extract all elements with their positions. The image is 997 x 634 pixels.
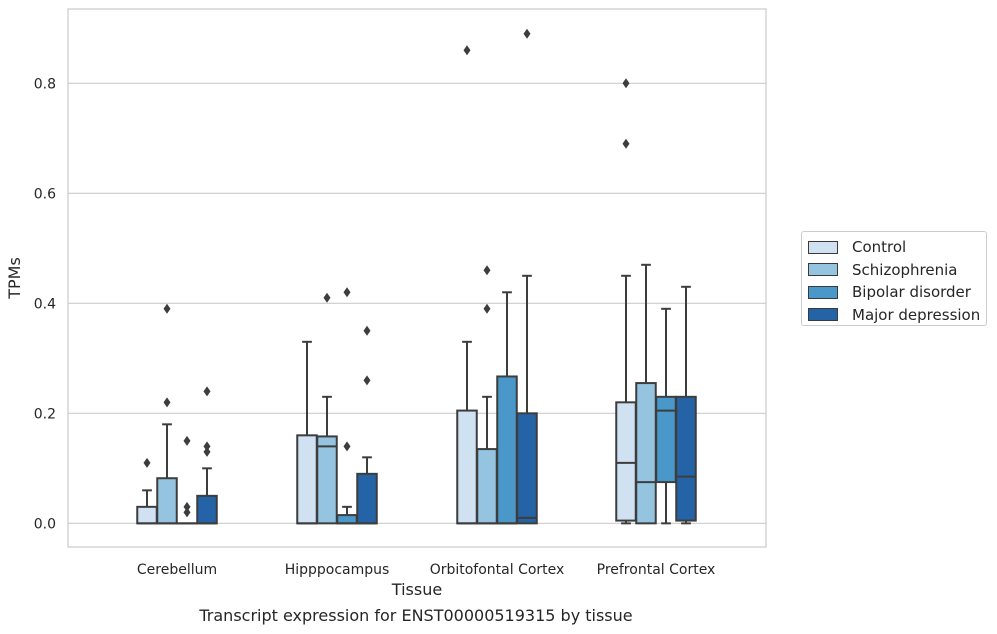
outlier-point	[203, 446, 211, 457]
legend-label-major-depression: Major depression	[852, 305, 981, 324]
box-hipppocampus-control	[296, 340, 318, 525]
legend-item-schizophrenia: Schizophrenia	[808, 259, 986, 282]
box	[615, 401, 637, 522]
legend-swatch-major-depression	[808, 308, 838, 322]
box-prefrontal-cortex-schizophrenia	[635, 263, 657, 525]
outlier-point	[323, 292, 331, 303]
outlier-point	[483, 303, 491, 314]
box	[675, 395, 697, 522]
box-orbitofontal-cortex-major-depression	[516, 28, 538, 525]
x-tick-labels: Cerebellum Hipppocampus Orbitofontal Corte…	[137, 562, 715, 578]
box-prefrontal-cortex-control	[615, 78, 637, 525]
box-orbitofontal-cortex-schizophrenia	[476, 265, 498, 525]
chart-caption: Transcript expression for ENST0000051931…	[199, 606, 633, 625]
outlier-point	[183, 507, 191, 518]
outlier-point	[363, 325, 371, 336]
legend-item-major-depression: Major depression	[808, 304, 986, 327]
y-tick-label: 0.2	[34, 406, 56, 422]
y-tick-label: 0.4	[34, 296, 56, 312]
boxplot-chart: 0.0 0.2 0.4 0.6 0.8 Cerebellum Hipppocampus Or…	[5, 8, 767, 599]
box	[516, 412, 538, 525]
y-tick-label: 0.8	[34, 76, 56, 92]
box-cerebellum-schizophrenia	[156, 303, 178, 525]
outlier-point	[363, 375, 371, 386]
outlier-point	[163, 397, 171, 408]
legend-swatch-bipolar-disorder	[808, 285, 838, 299]
box	[316, 435, 338, 525]
box-hipppocampus-major-depression	[356, 325, 378, 525]
y-axis-label: TPMs	[5, 257, 24, 300]
box-cerebellum-major-depression	[196, 386, 218, 525]
outlier-point	[143, 457, 151, 468]
box	[196, 494, 218, 525]
box	[156, 477, 178, 525]
box	[635, 382, 657, 525]
box	[476, 448, 498, 525]
outlier-point	[523, 28, 531, 39]
y-tick-label: 0.0	[34, 516, 56, 532]
outlier-point	[622, 138, 630, 149]
box	[356, 472, 378, 525]
x-axis-label: Tissue	[391, 580, 442, 599]
box-groups	[136, 28, 697, 525]
box-prefrontal-cortex-major-depression	[675, 285, 697, 525]
legend-label-schizophrenia: Schizophrenia	[852, 260, 958, 279]
legend-label-control: Control	[852, 238, 907, 257]
legend: Control Schizophrenia Bipolar disorder M…	[801, 231, 987, 326]
x-tick-label: Prefrontal Cortex	[597, 562, 716, 578]
outlier-point	[622, 78, 630, 89]
box	[296, 434, 318, 525]
outlier-point	[183, 501, 191, 512]
outlier-point	[163, 303, 171, 314]
outlier-point	[183, 435, 191, 446]
outlier-point	[483, 265, 491, 276]
box	[496, 375, 518, 525]
outlier-point	[203, 386, 211, 397]
box	[336, 514, 358, 525]
outlier-point	[463, 45, 471, 56]
x-tick-label: Orbitofontal Cortex	[430, 562, 565, 578]
y-tick-label: 0.6	[34, 186, 56, 202]
box-cerebellum-bipolar-disorder	[176, 435, 198, 525]
box-orbitofontal-cortex-bipolar-disorder	[496, 291, 518, 525]
outlier-point	[343, 287, 351, 298]
legend-swatch-schizophrenia	[808, 263, 838, 277]
outlier-point	[203, 441, 211, 452]
box-cerebellum-control	[136, 457, 158, 525]
legend-item-bipolar-disorder: Bipolar disorder	[808, 281, 986, 304]
legend-label-bipolar-disorder: Bipolar disorder	[852, 283, 971, 302]
x-tick-label: Hipppocampus	[285, 562, 390, 578]
box	[136, 505, 158, 525]
y-tick-labels: 0.0 0.2 0.4 0.6 0.8	[34, 76, 56, 532]
box-hipppocampus-bipolar-disorder	[336, 287, 358, 525]
box-hipppocampus-schizophrenia	[316, 292, 338, 525]
legend-item-control: Control	[808, 236, 986, 259]
plot-frame	[67, 8, 767, 548]
box-prefrontal-cortex-bipolar-disorder	[655, 307, 677, 525]
box	[456, 409, 478, 525]
box-orbitofontal-cortex-control	[456, 45, 478, 525]
x-tick-label: Cerebellum	[137, 562, 217, 578]
outlier-point	[343, 441, 351, 452]
legend-swatch-control	[808, 240, 838, 254]
